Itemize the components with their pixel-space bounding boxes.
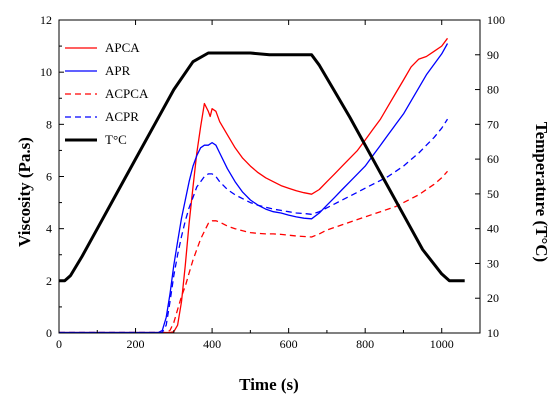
legend-label: ACPR [105, 109, 139, 124]
y2-tick-label: 20 [487, 291, 499, 305]
x-tick-label: 0 [56, 337, 62, 351]
legend-label: ACPCA [105, 86, 149, 101]
y2-axis-title: Temperature (T°C) [532, 122, 550, 262]
y2-tick-label: 50 [487, 187, 499, 201]
series-line-4 [59, 51, 465, 283]
y-tick-label: 10 [40, 65, 52, 79]
legend: APCA APR ACPCA ACPR T°C [65, 40, 149, 147]
series-line-1 [59, 43, 449, 333]
y-axis-title: Viscosity (Pa.s) [15, 137, 34, 247]
y-tick-label: 0 [46, 326, 52, 340]
y-tick-label: 2 [46, 274, 52, 288]
x-tick-label: 800 [356, 337, 374, 351]
y2-tick-label: 40 [487, 222, 499, 236]
plot-area [59, 37, 465, 333]
axes: 0 200 400 600 800 1000 0 2 4 6 8 10 12 10 20 30 40 50 60 70… [40, 13, 505, 351]
y-tick-label: 12 [40, 13, 52, 27]
legend-label: APR [105, 63, 131, 78]
y2-tick-label: 70 [487, 117, 499, 131]
y2-tick-label: 90 [487, 48, 499, 62]
y2-tick-label: 60 [487, 152, 499, 166]
legend-label: APCA [105, 40, 140, 55]
y2-tick-label: 80 [487, 83, 499, 97]
x-axis-title: Time (s) [239, 375, 299, 394]
y2-tick-label: 100 [487, 13, 505, 27]
x-tick-label: 200 [127, 337, 145, 351]
series-line-3 [59, 118, 449, 333]
series-line-0 [59, 37, 449, 333]
x-tick-label: 600 [280, 337, 298, 351]
x-tick-label: 400 [203, 337, 221, 351]
y-tick-label: 6 [46, 170, 52, 184]
legend-label: T°C [105, 132, 127, 147]
y2-tick-label: 30 [487, 256, 499, 270]
x-tick-label: 1000 [430, 337, 454, 351]
y-tick-label: 4 [46, 222, 52, 236]
y-tick-label: 8 [46, 117, 52, 131]
y2-tick-label: 10 [487, 326, 499, 340]
series-line-2 [59, 170, 448, 333]
